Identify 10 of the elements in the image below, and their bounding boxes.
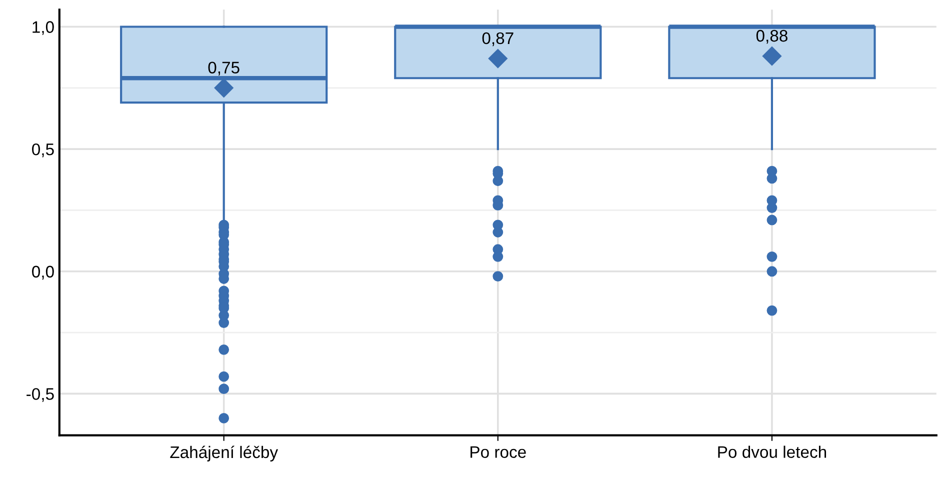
annotation: 0,87 [482, 32, 514, 46]
annotation: 0,88 [756, 30, 788, 44]
y-tick-label: 0,5 [32, 143, 54, 158]
x-tick-label: Po roce [470, 446, 526, 458]
x-tick-label: Po dvou letech [718, 446, 826, 458]
y-tick-label: 1,0 [32, 21, 54, 35]
y-tick-label: 0,0 [32, 266, 54, 280]
x-tick-label: Zahájení léčby [170, 446, 278, 462]
y-tick-label: -0,5 [26, 388, 54, 402]
annotation: 0,75 [208, 62, 240, 76]
